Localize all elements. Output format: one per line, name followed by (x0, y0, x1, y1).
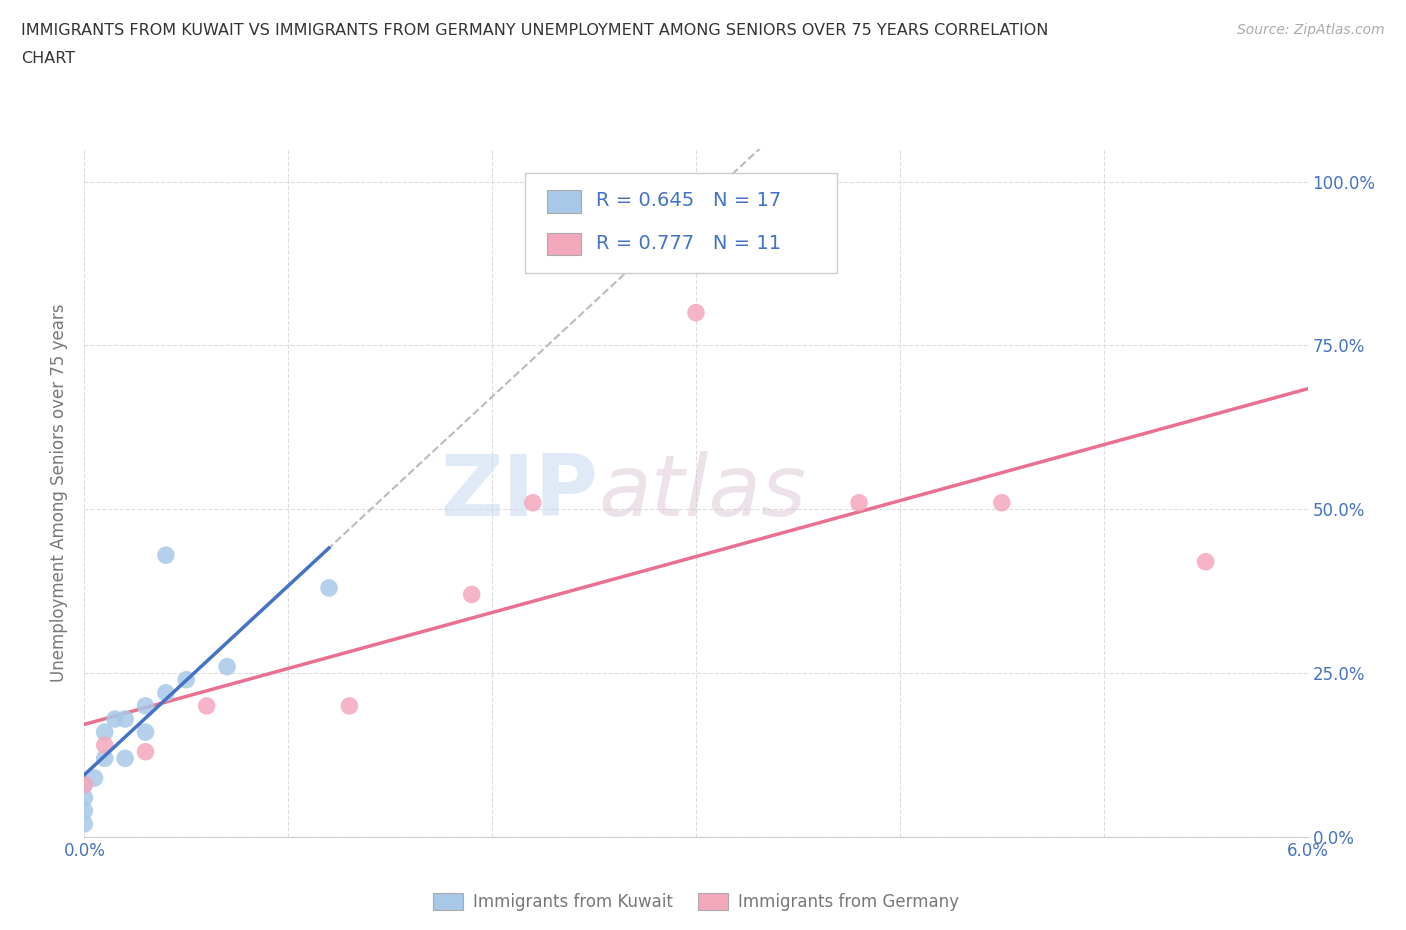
Point (155, 685, 177, 700)
Point (318, 580, 340, 595)
Text: CHART: CHART (21, 51, 75, 66)
Point (93, 751, 117, 765)
Point (114, 711, 136, 726)
Point (135, 724, 157, 739)
Text: IMMIGRANTS FROM KUWAIT VS IMMIGRANTS FROM GERMANY UNEMPLOYMENT AMONG SENIORS OVE: IMMIGRANTS FROM KUWAIT VS IMMIGRANTS FRO… (21, 23, 1049, 38)
Point (176, 672, 198, 687)
Point (195, 698, 218, 713)
Point (93, 737, 117, 752)
Point (461, 587, 484, 602)
Point (135, 744, 157, 759)
Point (73, 804, 96, 818)
Text: Source: ZipAtlas.com: Source: ZipAtlas.com (1237, 23, 1385, 37)
Point (848, 496, 870, 511)
Point (114, 751, 136, 765)
Point (83, 771, 105, 786)
Text: R = 0.645   N = 17: R = 0.645 N = 17 (596, 191, 780, 210)
Point (104, 711, 127, 726)
Point (73, 790, 96, 805)
Point (73, 777, 96, 792)
Point (991, 496, 1014, 511)
Point (339, 698, 361, 713)
Point (1195, 554, 1218, 569)
FancyBboxPatch shape (547, 190, 581, 213)
Point (73, 777, 96, 792)
Text: ZIP: ZIP (440, 451, 598, 535)
FancyBboxPatch shape (524, 173, 837, 272)
Point (217, 659, 239, 674)
Point (155, 548, 177, 563)
FancyBboxPatch shape (547, 232, 581, 256)
Point (522, 496, 544, 511)
Text: atlas: atlas (598, 451, 806, 535)
Point (685, 305, 707, 320)
Point (93, 724, 117, 739)
Legend: Immigrants from Kuwait, Immigrants from Germany: Immigrants from Kuwait, Immigrants from … (426, 886, 966, 918)
Text: R = 0.777   N = 11: R = 0.777 N = 11 (596, 233, 780, 253)
Y-axis label: Unemployment Among Seniors over 75 years: Unemployment Among Seniors over 75 years (51, 304, 69, 682)
Point (135, 698, 157, 713)
Point (73, 817, 96, 831)
